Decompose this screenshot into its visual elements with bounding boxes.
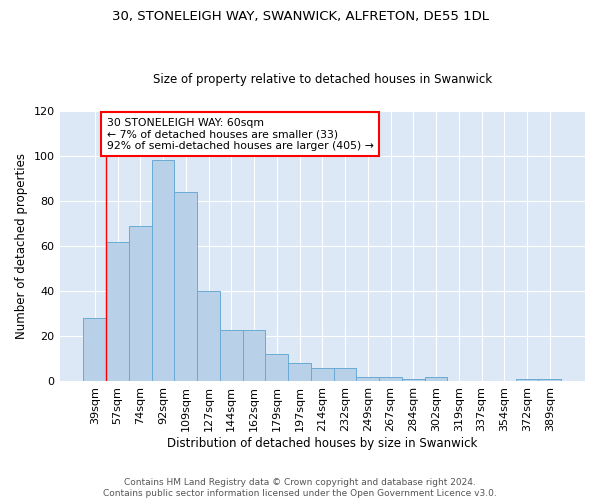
Bar xyxy=(334,368,356,382)
Title: Size of property relative to detached houses in Swanwick: Size of property relative to detached ho… xyxy=(153,73,492,86)
Bar xyxy=(265,354,288,382)
Bar xyxy=(538,379,561,382)
Bar xyxy=(425,377,448,382)
Y-axis label: Number of detached properties: Number of detached properties xyxy=(15,153,28,339)
Text: Contains HM Land Registry data © Crown copyright and database right 2024.
Contai: Contains HM Land Registry data © Crown c… xyxy=(103,478,497,498)
Bar xyxy=(220,330,242,382)
Bar xyxy=(152,160,175,382)
Bar xyxy=(106,242,129,382)
Bar xyxy=(402,379,425,382)
Bar xyxy=(379,377,402,382)
Bar xyxy=(515,379,538,382)
Bar xyxy=(356,377,379,382)
Bar xyxy=(129,226,152,382)
Bar xyxy=(175,192,197,382)
Bar xyxy=(83,318,106,382)
Text: 30 STONELEIGH WAY: 60sqm
← 7% of detached houses are smaller (33)
92% of semi-de: 30 STONELEIGH WAY: 60sqm ← 7% of detache… xyxy=(107,118,374,150)
Bar xyxy=(242,330,265,382)
Bar xyxy=(288,364,311,382)
X-axis label: Distribution of detached houses by size in Swanwick: Distribution of detached houses by size … xyxy=(167,437,478,450)
Bar xyxy=(311,368,334,382)
Bar xyxy=(197,291,220,382)
Text: 30, STONELEIGH WAY, SWANWICK, ALFRETON, DE55 1DL: 30, STONELEIGH WAY, SWANWICK, ALFRETON, … xyxy=(112,10,488,23)
